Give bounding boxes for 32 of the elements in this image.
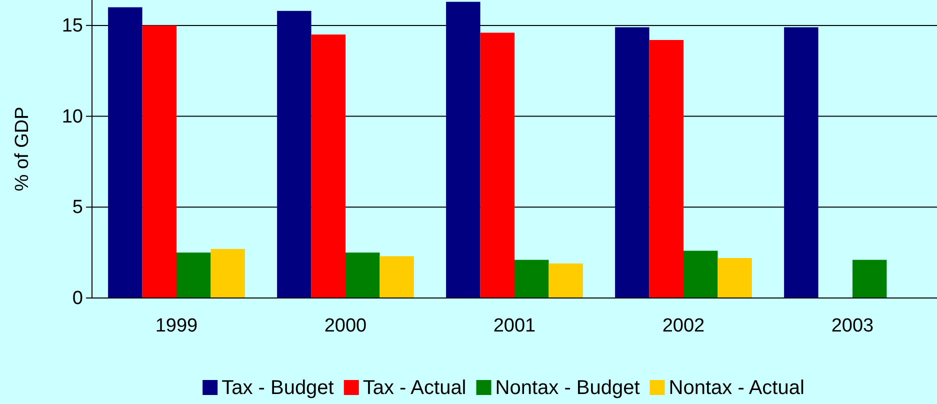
bar (548, 263, 583, 298)
legend-label: Nontax - Budget (495, 377, 640, 399)
x-tick-label: 2003 (831, 315, 874, 336)
x-tick-label: 1999 (155, 315, 198, 336)
bar (684, 250, 718, 298)
bar (718, 258, 752, 298)
bar (480, 32, 514, 298)
bar (615, 27, 650, 298)
x-tick-label: 2002 (662, 315, 705, 336)
y-tick-label: 0 (72, 288, 83, 310)
y-tick-label: 15 (62, 16, 83, 37)
bar (852, 260, 887, 298)
bar (277, 10, 312, 298)
bar (514, 260, 549, 298)
y-axis-title: % of GDP (12, 106, 33, 192)
legend-label: Nontax - Actual (668, 377, 804, 399)
bar (311, 34, 346, 298)
bar (380, 256, 414, 298)
y-tick-label: 10 (62, 106, 83, 128)
bar (176, 252, 211, 298)
legend-label: Tax - Budget (222, 377, 334, 399)
x-tick-label: 2001 (493, 315, 536, 336)
legend-label: Tax - Actual (362, 377, 466, 399)
bar (108, 7, 142, 298)
bar (784, 27, 818, 298)
bar (210, 248, 245, 298)
bar (649, 40, 684, 298)
bar (142, 25, 176, 298)
y-tick-label: 5 (72, 197, 83, 218)
x-tick-label: 2000 (324, 315, 367, 336)
bar (346, 252, 380, 298)
bar (446, 2, 480, 298)
